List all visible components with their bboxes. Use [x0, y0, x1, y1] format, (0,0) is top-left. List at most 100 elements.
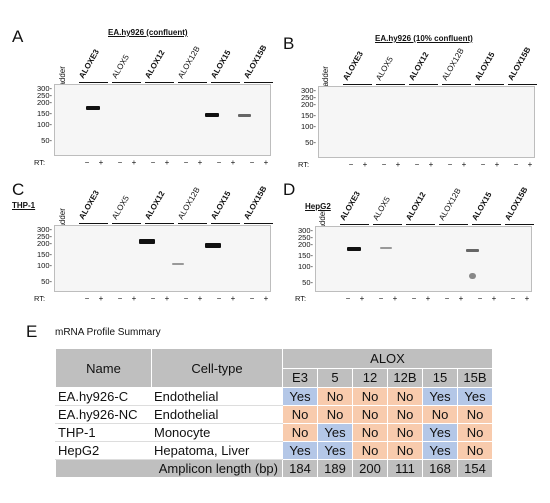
expression-cell: No: [422, 405, 458, 424]
table-row: EA.hy926-C Endothelial Yes No No No Yes Yes: [55, 387, 493, 406]
lane-underline: [406, 224, 435, 225]
row-name: THP-1: [55, 423, 152, 442]
rt-label: RT:: [34, 294, 46, 303]
isoform-header: 12B: [387, 367, 423, 388]
expression-cell: No: [352, 405, 388, 424]
mw-marker: 200-: [297, 240, 313, 249]
rt-sign: −: [216, 158, 222, 167]
mw-marker: 150-: [300, 111, 316, 120]
rt-sign: −: [183, 158, 189, 167]
lane-header-alox15: ALOX15: [209, 189, 233, 221]
rt-sign: +: [395, 160, 401, 169]
rt-label: RT:: [298, 160, 310, 169]
col-name-header: Name: [55, 348, 152, 388]
lane-header-alox5: ALOX5: [110, 194, 131, 221]
lane-header-alox12: ALOX12: [407, 50, 431, 82]
rt-sign: +: [230, 158, 236, 167]
rt-sign: +: [494, 160, 500, 169]
row-cell-type: Monocyte: [151, 423, 283, 442]
lane-underline: [376, 84, 405, 85]
lane-header-alox15: ALOX15: [473, 50, 497, 82]
rt-sign: −: [447, 160, 453, 169]
isoform-header: 12: [352, 367, 388, 388]
rt-sign: −: [378, 294, 384, 303]
expression-cell: No: [457, 441, 493, 460]
lane-header-alox15: ALOX15: [470, 190, 494, 222]
expression-cell: No: [457, 423, 493, 442]
table-row: HepG2 Hepatoma, Liver Yes Yes No No Yes No: [55, 441, 493, 460]
rt-sign: −: [381, 160, 387, 169]
rt-sign: −: [150, 294, 156, 303]
lane-underline: [244, 82, 273, 83]
lane-header-alox5: ALOX5: [110, 53, 131, 80]
rt-sign: +: [131, 294, 137, 303]
mw-marker: 200-: [36, 98, 52, 107]
rt-sign: +: [164, 294, 170, 303]
rt-sign: −: [249, 294, 255, 303]
gel-band-aloxe3: [86, 106, 100, 110]
mw-marker: 100-: [36, 120, 52, 129]
lane-underline: [472, 224, 501, 225]
mw-marker: 100-: [36, 261, 52, 270]
lane-underline: [211, 223, 240, 224]
table-row: EA.hy926-NC Endothelial No No No No No No: [55, 405, 493, 424]
expression-cell: No: [352, 441, 388, 460]
expression-cell: No: [282, 423, 318, 442]
lane-header-alox12: ALOX12: [404, 190, 428, 222]
mw-marker: 100-: [297, 262, 313, 271]
isoform-header: E3: [282, 367, 318, 388]
mw-marker: 100-: [300, 122, 316, 131]
rt-sign: −: [348, 160, 354, 169]
rt-sign: +: [98, 294, 104, 303]
rt-sign: −: [477, 294, 483, 303]
rt-sign: −: [510, 294, 516, 303]
lane-header-aloxe3: ALOXE3: [338, 189, 363, 222]
mw-marker: 150-: [36, 109, 52, 118]
mw-marker: 300-: [36, 84, 52, 93]
expression-cell: Yes: [422, 441, 458, 460]
expression-cell: Yes: [422, 423, 458, 442]
amplicon-label: Amplicon length (bp): [55, 459, 283, 478]
mw-marker: 150-: [297, 251, 313, 260]
rt-sign: −: [84, 158, 90, 167]
expression-cell: Yes: [457, 387, 493, 406]
lane-header-alox12b: ALOX12B: [440, 46, 466, 82]
lane-header-alox12b: ALOX12B: [176, 185, 202, 221]
expression-cell: Yes: [422, 387, 458, 406]
row-cell-type: Endothelial: [151, 405, 283, 424]
panel-label: A: [12, 27, 24, 46]
rt-sign: −: [513, 160, 519, 169]
mw-marker: 250-: [36, 232, 52, 241]
rt-sign: −: [345, 294, 351, 303]
expression-cell: Yes: [282, 441, 318, 460]
gel-band-alox15: [466, 249, 479, 252]
rt-sign: +: [197, 294, 203, 303]
lane-underline: [145, 82, 174, 83]
rt-sign: +: [359, 294, 365, 303]
lane-header-aloxe3: ALOXE3: [341, 49, 366, 82]
panel-label: B: [283, 34, 295, 53]
amplicon-row: Amplicon length (bp) 184 189 200 111 168 154: [55, 459, 493, 478]
lane-header-alox5: ALOX5: [374, 55, 395, 82]
lane-underline: [244, 223, 273, 224]
amplicon-value: 154: [457, 459, 493, 478]
panel-title: THP-1: [12, 201, 36, 210]
expression-cell: No: [317, 387, 353, 406]
gel-band-aloxe3: [347, 247, 361, 251]
amplicon-value: 111: [387, 459, 423, 478]
gel-image: [54, 225, 271, 292]
lane-underline: [178, 223, 207, 224]
lane-underline: [79, 82, 108, 83]
rt-sign: −: [414, 160, 420, 169]
amplicon-value: 168: [422, 459, 458, 478]
col-alox-header: ALOX: [282, 348, 493, 369]
rt-sign: +: [362, 160, 368, 169]
expression-cell: No: [352, 387, 388, 406]
mw-marker: 300-: [36, 225, 52, 234]
rt-sign: +: [425, 294, 431, 303]
lane-underline: [145, 223, 174, 224]
rt-sign: −: [411, 294, 417, 303]
mw-marker: 300-: [300, 86, 316, 95]
expression-cell: No: [387, 423, 423, 442]
row-name: EA.hy926-C: [55, 387, 152, 406]
